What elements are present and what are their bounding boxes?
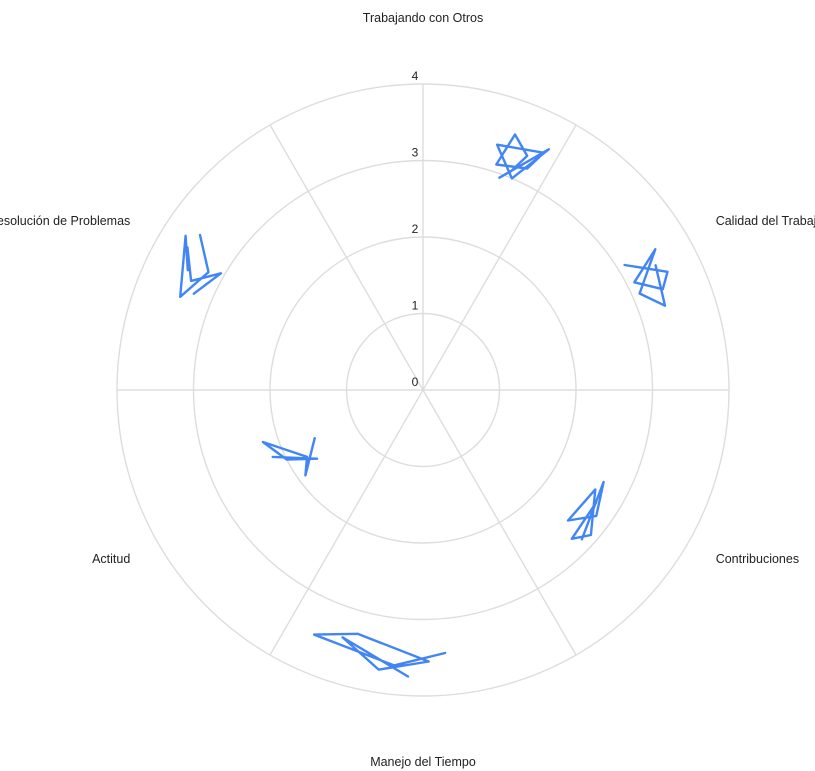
sector-divider	[422, 124, 577, 391]
series-stroke	[566, 480, 605, 541]
radar-series	[179, 133, 669, 678]
series-stroke	[312, 632, 447, 678]
sector-divider	[269, 389, 424, 656]
radial-tick-label: 1	[412, 299, 419, 313]
radial-tick-label: 3	[412, 146, 419, 160]
radar-labels: 0 1 2 3 4 Trabajando con Otros Calidad del Tra…	[0, 11, 815, 769]
radial-tick-label: 0	[412, 375, 419, 389]
series-stroke	[495, 133, 550, 180]
axis-label: Actitud	[92, 552, 130, 566]
series-stroke	[261, 437, 319, 477]
axis-label: Manejo del Tiempo	[370, 755, 476, 769]
sector-divider	[269, 124, 424, 391]
axis-label: Resolución de Problemas	[0, 214, 130, 228]
axis-label: Calidad del Trabajo	[716, 214, 815, 228]
axis-label: Contribuciones	[716, 552, 799, 566]
radial-tick-label: 2	[412, 222, 419, 236]
sector-divider	[422, 389, 577, 656]
radial-tick-label: 4	[412, 69, 419, 83]
axis-label: Trabajando con Otros	[363, 11, 483, 25]
series-stroke	[179, 233, 223, 298]
radar-grid	[116, 83, 730, 697]
series-stroke	[623, 248, 669, 307]
